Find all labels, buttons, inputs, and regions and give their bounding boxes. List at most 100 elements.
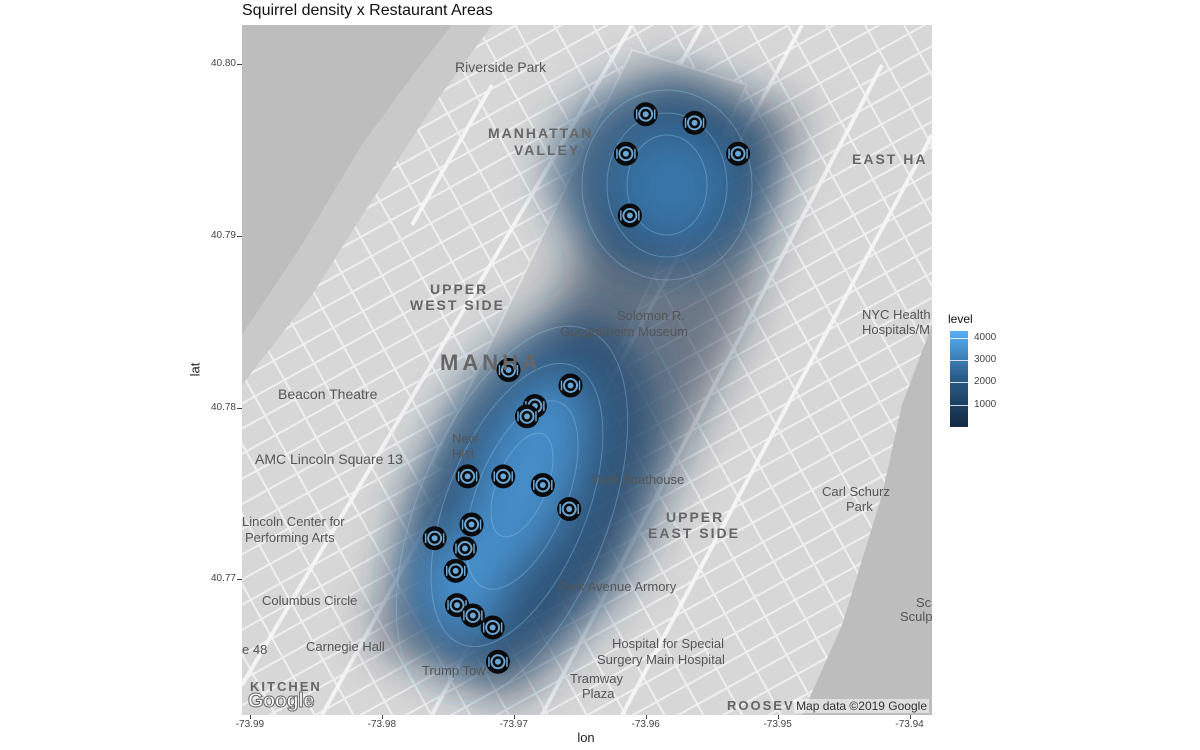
restaurant-marker[interactable] xyxy=(422,526,447,551)
plate-icon xyxy=(427,530,443,546)
plate-icon-center xyxy=(431,535,438,542)
restaurant-marker[interactable] xyxy=(613,141,638,166)
map-place-label: Sc xyxy=(916,595,932,610)
restaurant-marker[interactable] xyxy=(558,373,583,398)
restaurant-marker[interactable] xyxy=(633,102,658,127)
map-svg xyxy=(242,25,932,715)
plate-icon-center xyxy=(735,150,742,157)
legend-tick-mark xyxy=(950,382,968,384)
plate-icon xyxy=(448,563,464,579)
map-place-label: Tramway xyxy=(570,671,623,686)
plate-icon-center xyxy=(468,521,475,528)
map-place-label: NYC Health xyxy=(862,307,931,322)
map-place-label: MANHA xyxy=(440,350,542,375)
legend-tick-label: 4000 xyxy=(974,331,997,343)
restaurant-marker[interactable] xyxy=(514,404,539,429)
restaurant-marker[interactable] xyxy=(557,497,582,522)
plate-icon-center xyxy=(489,624,496,631)
restaurant-marker[interactable] xyxy=(455,464,480,489)
x-tick-mark xyxy=(249,715,251,719)
chart-title: Squirrel density x Restaurant Areas xyxy=(242,2,493,19)
restaurant-marker[interactable] xyxy=(480,615,505,640)
plate-icon-center xyxy=(494,658,501,665)
plate-icon-center xyxy=(469,612,476,619)
plate-icon xyxy=(464,516,480,532)
plate-icon-center xyxy=(539,482,546,488)
restaurant-marker[interactable] xyxy=(491,464,516,489)
plate-icon xyxy=(460,468,476,484)
map-place-label: Columbus Circle xyxy=(262,593,358,608)
map-place-label: New xyxy=(452,431,479,446)
plate-icon xyxy=(622,208,638,224)
x-tick-mark xyxy=(513,715,515,719)
restaurant-marker[interactable] xyxy=(530,473,555,497)
x-tick-mark xyxy=(777,715,779,719)
plate-icon-center xyxy=(454,602,461,609)
map-place-label: Plaza xyxy=(582,686,615,701)
legend-tick-label: 1000 xyxy=(974,398,997,410)
restaurant-marker[interactable] xyxy=(452,536,477,561)
map-place-label: Surgery Main Hospital xyxy=(597,652,725,667)
map-place-label: Performing Arts xyxy=(245,530,335,545)
map-place-label: UPPER xyxy=(430,281,489,297)
plate-icon-center xyxy=(500,473,507,480)
plate-icon-center xyxy=(626,212,633,219)
plate-icon-center xyxy=(523,413,530,420)
legend-colorbar xyxy=(950,331,968,427)
legend-tick-label: 3000 xyxy=(974,354,997,366)
plate-icon xyxy=(561,501,577,517)
x-tick-mark xyxy=(381,715,383,719)
restaurant-markers xyxy=(422,102,751,674)
plate-icon-center xyxy=(622,150,629,157)
map-place-label: Web Boathouse xyxy=(592,472,685,487)
legend-title: level xyxy=(948,312,973,326)
restaurant-marker[interactable] xyxy=(496,358,521,382)
map-place-label: Park Avenue Armory xyxy=(558,579,677,594)
plate-icon xyxy=(457,541,473,557)
plate-icon-center xyxy=(505,367,512,373)
legend-tick-mark xyxy=(950,404,968,406)
map-place-label: Sculp xyxy=(900,609,932,624)
plate-icon-center xyxy=(461,545,468,552)
x-tick-label: -73.97 xyxy=(499,719,528,730)
plate-icon xyxy=(563,377,579,393)
restaurant-marker[interactable] xyxy=(682,110,707,135)
x-tick-label: -73.98 xyxy=(367,719,397,730)
google-logo: Google xyxy=(248,690,315,713)
x-tick-mark xyxy=(909,715,911,719)
legend-tick-mark xyxy=(950,337,968,339)
map-place-label: WEST SIDE xyxy=(410,297,506,313)
map-place-label: Hospital for Special xyxy=(612,636,724,651)
map-place-label: Lincoln Center for xyxy=(242,514,345,529)
map-place-label: VALLEY xyxy=(514,142,581,158)
restaurant-marker[interactable] xyxy=(443,558,468,583)
map-place-label: EAST SIDE xyxy=(648,525,740,541)
map-place-label: Beacon Theatre xyxy=(278,386,378,402)
x-tick-label: -73.96 xyxy=(631,719,660,730)
y-tick-label: 40.79 xyxy=(210,230,236,242)
map-place-label: Solomon R. xyxy=(617,308,685,323)
map-place-label: Hist xyxy=(452,446,475,461)
plate-icon-center xyxy=(452,567,459,574)
map-place-label: Riverside Park xyxy=(455,59,547,75)
y-axis-label: lat xyxy=(187,362,203,377)
plate-icon xyxy=(465,607,481,623)
x-tick-label: -73.99 xyxy=(235,719,265,730)
restaurant-marker[interactable] xyxy=(617,203,642,228)
plate-icon-center xyxy=(464,473,471,480)
hudson-river xyxy=(242,25,452,335)
plate-icon xyxy=(519,408,535,424)
restaurant-marker[interactable] xyxy=(485,649,510,674)
restaurant-marker[interactable] xyxy=(459,512,484,537)
legend: level 4000 3000 2000 1000 xyxy=(948,312,1028,427)
x-tick-label: -73.95 xyxy=(763,719,792,730)
x-tick-mark xyxy=(645,715,647,719)
restaurant-marker[interactable] xyxy=(726,141,751,166)
map-place-label: e 48 xyxy=(242,642,268,657)
map-place-label: ROOSEV xyxy=(727,698,795,713)
map-place-label: MANHATTAN xyxy=(488,125,594,141)
map-place-label: KITCHEN xyxy=(250,679,322,694)
plate-icon xyxy=(535,477,551,493)
restaurant-marker[interactable] xyxy=(460,603,485,628)
map-panel[interactable]: Riverside Park MANHATTAN VALLEY EAST HA UPPE… xyxy=(242,25,932,715)
